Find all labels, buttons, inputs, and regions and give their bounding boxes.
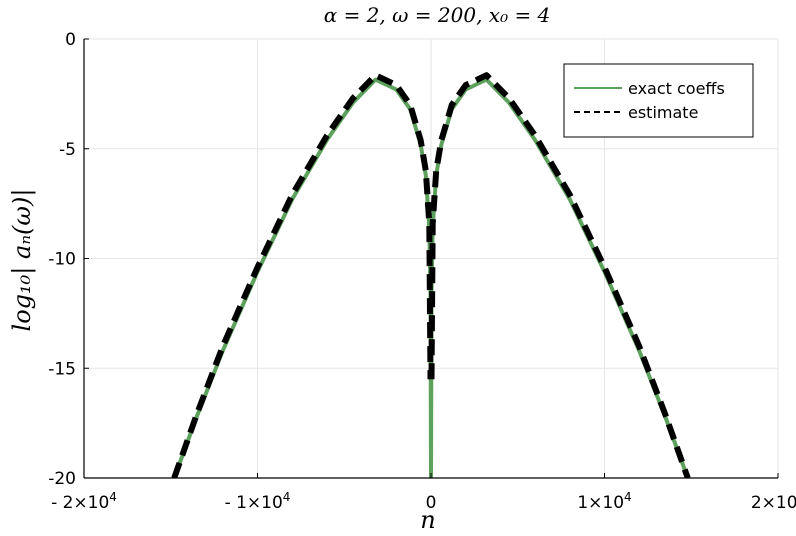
y-tick-label: -5	[59, 140, 76, 160]
x-axis-label: n	[420, 506, 435, 534]
series-line-estimate-left	[171, 72, 434, 478]
legend-box	[563, 63, 754, 138]
x-tick-label: 0	[426, 493, 437, 513]
legend-label-estimate: estimate	[628, 103, 698, 122]
y-tick-label: -20	[48, 469, 76, 489]
plot-series	[171, 72, 691, 478]
x-tick-label: 1×104	[577, 490, 631, 513]
x-tick-label: - 2×104	[51, 490, 117, 513]
chart-title: α = 2, ω = 200, x₀ = 4	[324, 3, 551, 27]
tick-labels: - 2×104 - 1×104 0 1×104 2×104 0 -5 -10 -15 -20	[48, 30, 796, 513]
series-line-estimate-right	[428, 72, 691, 478]
legend: exact coeffs estimate	[563, 63, 754, 138]
legend-label-exact-coeffs: exact coeffs	[628, 79, 725, 98]
y-tick-label: 0	[65, 30, 76, 50]
x-tick-label: 2×104	[751, 490, 796, 513]
axes	[83, 38, 779, 479]
y-tick-label: -10	[48, 250, 76, 270]
x-tick-label: - 1×104	[225, 490, 291, 513]
y-axis-label: log₁₀| aₙ(ω)|	[8, 189, 37, 332]
y-tick-label: -15	[48, 359, 76, 379]
